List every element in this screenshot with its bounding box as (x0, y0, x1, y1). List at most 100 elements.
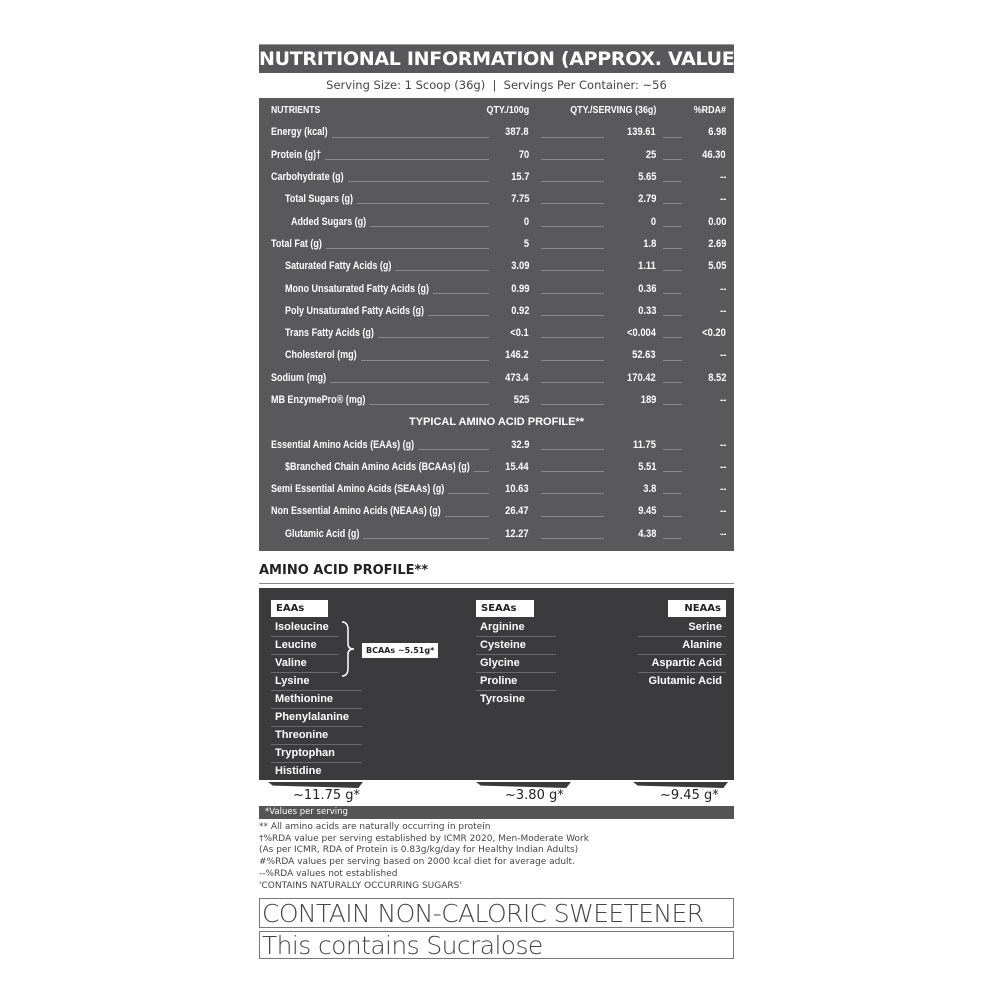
leader-line (444, 515, 489, 517)
leader-line (432, 292, 489, 294)
qty-per-serving: <0.004 (627, 327, 656, 340)
footnote-line: --%RDA values not established (259, 868, 398, 879)
leader-line (541, 225, 604, 227)
qty-per-100g: 15.7 (510, 171, 529, 184)
leader-line (663, 314, 682, 316)
nutrient-name: Sodium (mg) (271, 371, 327, 384)
table-row: Total Fat (g) 5 1.8 2.69 (259, 233, 734, 255)
table-row: Saturated Fatty Acids (g) 3.09 1.11 5.05 (259, 255, 734, 277)
leader-line (541, 404, 604, 406)
header-nutrients: NUTRIENTS (271, 104, 321, 117)
wedge-shape (476, 782, 571, 788)
eaas-tag: EAAs (271, 600, 328, 617)
leader-line (663, 337, 682, 339)
footnote-line: †%RDA value per serving established by I… (259, 833, 589, 844)
rda-percent: -- (719, 304, 726, 317)
leader-line (663, 181, 682, 183)
table-row: Mono Unsaturated Fatty Acids (g) 0.99 0.36… (259, 277, 734, 299)
table-row: Added Sugars (g) 0 0 0.00 (259, 210, 734, 232)
qty-per-serving: 25 (645, 148, 656, 161)
seaas-total: ~3.80 g* (505, 788, 564, 803)
qty-per-serving: 170.42 (627, 371, 656, 384)
leader-line (541, 448, 604, 450)
qty-per-100g: 387.8 (505, 126, 529, 139)
rda-percent: <0.20 (702, 327, 726, 340)
leader-line (331, 136, 489, 138)
rda-percent: -- (719, 505, 726, 518)
nutrient-name: MB EnzymePro® (mg) (271, 394, 366, 406)
leader-line (330, 381, 489, 383)
rda-percent: -- (719, 483, 726, 496)
amino-acid-item: Leucine (271, 637, 339, 655)
leader-line (663, 158, 682, 160)
bcaa-label: BCAAs ~5.51g* (362, 643, 439, 658)
leader-line (325, 248, 489, 250)
header-perserving: QTY./SERVING (36g) (569, 104, 656, 117)
table-header: NUTRIENTS QTY./100g QTY./SERVING (36g) %… (259, 99, 734, 121)
nutrient-name: Glutamic Acid (g) (285, 527, 360, 540)
qty-per-serving: 2.79 (637, 193, 656, 206)
footnotes: ** All amino acids are naturally occurri… (259, 822, 589, 892)
leader-line (356, 203, 489, 205)
table-row: Total Sugars (g) 7.75 2.79 -- (259, 188, 734, 210)
qty-per-serving: 1.8 (642, 237, 656, 250)
table-row: Semi Essential Amino Acids (SEAAs) (g) 10… (259, 478, 734, 500)
amino-profile-heading: AMINO ACID PROFILE** (259, 563, 429, 578)
leader-line (663, 515, 682, 517)
leader-line (541, 270, 604, 272)
values-per-serving-note: *Values per serving (259, 806, 734, 819)
table-row: MB EnzymePro® (mg) 525 189 -- (259, 389, 734, 411)
qty-per-100g: 5 (523, 237, 529, 250)
leader-line (541, 203, 604, 205)
nutrient-name: Saturated Fatty Acids (g) (285, 260, 392, 273)
seaas-tag: SEAAs (476, 600, 534, 617)
qty-per-100g: 15.44 (505, 460, 529, 473)
leader-line (663, 471, 682, 473)
rda-percent: -- (719, 171, 726, 184)
leader-line (418, 448, 489, 450)
leader-line (663, 448, 682, 450)
rda-percent: -- (719, 394, 726, 406)
nutrient-name: Trans Fatty Acids (g) (285, 327, 374, 340)
amino-acid-item: Cysteine (476, 637, 556, 655)
leader-line (541, 314, 604, 316)
amino-profile-box: EAAs SEAAs NEAAs Isoleucine Leucine Valine… (259, 588, 734, 780)
qty-per-100g: 0 (523, 215, 529, 228)
footnote-line: (As per ICMR, RDA of Protein is 0.83g/kg… (259, 845, 579, 856)
leader-line (370, 225, 489, 227)
table-row: Carbohydrate (g) 15.7 5.65 -- (259, 166, 734, 188)
leader-line (663, 404, 682, 406)
qty-per-100g: 0.92 (510, 304, 529, 317)
amino-acid-item: Histidine (275, 765, 322, 777)
nutrient-name: Added Sugars (g) (291, 215, 367, 228)
leader-line (663, 270, 682, 272)
qty-per-serving: 139.61 (627, 126, 656, 139)
sweetener-notice: CONTAIN NON-CALORIC SWEETENER (259, 898, 734, 928)
table-row: Essential Amino Acids (EAAs) (g) 32.9 11.7… (259, 433, 734, 455)
leader-line (541, 337, 604, 339)
leader-line (663, 136, 682, 138)
wedge-shape (633, 782, 728, 788)
nutrient-name: Cholesterol (mg) (285, 349, 357, 362)
leader-line (663, 225, 682, 227)
qty-per-serving: 3.8 (642, 483, 656, 496)
leader-line (541, 537, 604, 539)
amino-acid-item: Tryptophan (271, 745, 362, 763)
amino-acid-item: Phenylalanine (271, 709, 362, 727)
leader-line (541, 471, 604, 473)
amino-acid-item: Methionine (271, 691, 362, 709)
rda-percent: 0.00 (707, 215, 726, 228)
leader-line (541, 515, 604, 517)
rda-percent: -- (719, 438, 726, 451)
header-rda: %RDA# (693, 104, 726, 117)
leader-line (363, 537, 489, 539)
amino-acid-item: Proline (476, 673, 556, 691)
sucralose-notice: This contains Sucralose (259, 931, 734, 959)
footnote-line: ** All amino acids are naturally occurri… (259, 822, 491, 832)
rda-percent: 6.98 (707, 126, 726, 139)
qty-per-100g: 146.2 (505, 349, 529, 362)
table-row: Glutamic Acid (g) 12.27 4.38 -- (259, 523, 734, 545)
amino-acid-item: Lysine (271, 673, 362, 691)
qty-per-100g: 26.47 (505, 505, 529, 518)
qty-per-serving: 5.65 (637, 171, 656, 184)
